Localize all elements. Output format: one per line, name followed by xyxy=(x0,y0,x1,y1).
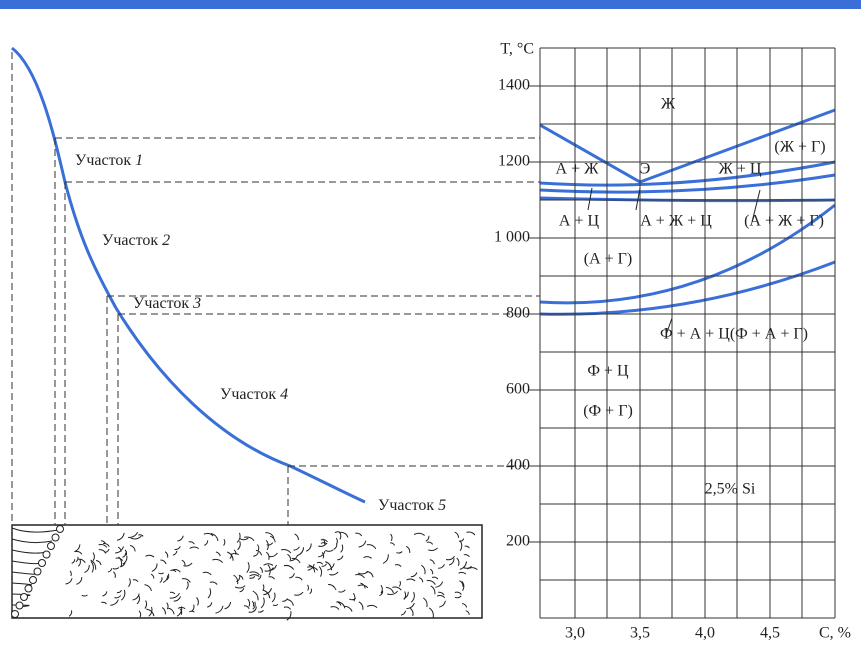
fusion-bead xyxy=(38,559,46,567)
y-tick-label: 400 xyxy=(506,457,530,474)
y-tick-label: 1200 xyxy=(498,153,530,170)
y-tick-label: 800 xyxy=(506,305,530,322)
fusion-bead xyxy=(29,576,37,584)
zone-name: Участок xyxy=(133,295,189,312)
zone-number: 5 xyxy=(438,497,446,514)
y-tick-label: 1 000 xyxy=(494,229,530,246)
fusion-bead xyxy=(20,593,28,601)
phase-label: Ф + А + Ц(Ф + А + Г) xyxy=(660,326,808,343)
zone-label: Участок 4 xyxy=(220,386,288,403)
y-axis-title: T, °C xyxy=(500,41,534,58)
zone-label: Участок 3 xyxy=(133,295,201,312)
phase-label: (Ж + Г) xyxy=(774,139,825,156)
fusion-bead xyxy=(33,567,42,576)
guide-lines xyxy=(11,52,540,618)
temperature-curve xyxy=(11,46,366,504)
x-tick-label: 4,0 xyxy=(695,625,715,642)
fusion-bead xyxy=(24,584,33,593)
zone-label: Участок 1 xyxy=(75,152,143,169)
phase-label: А + Ж + Ц xyxy=(640,213,712,230)
zone-number: 4 xyxy=(280,386,288,403)
phase-label: А + Ж xyxy=(556,161,600,178)
y-tick-label: 600 xyxy=(506,381,530,398)
zone-label: Участок 5 xyxy=(378,497,446,514)
fusion-bead xyxy=(47,542,55,550)
x-tick-label: 3,5 xyxy=(630,625,650,642)
eutectic-line xyxy=(539,160,836,187)
phase-label: Ж + Ц xyxy=(719,161,762,178)
zone-name: Участок xyxy=(378,497,434,514)
zone-number: 1 xyxy=(135,152,143,169)
zone-number: 3 xyxy=(192,295,201,312)
y-tick-label: 1400 xyxy=(498,77,530,94)
fusion-bead xyxy=(15,601,24,610)
zone-number: 2 xyxy=(162,232,170,249)
eutectoid-line xyxy=(539,203,836,305)
eutectic-line xyxy=(539,173,836,194)
zone-name: Участок xyxy=(75,152,131,169)
fusion-bead xyxy=(11,610,19,618)
note: 2,5% Si xyxy=(705,481,756,498)
x-axis-title: C, % xyxy=(819,625,851,642)
phase-label: Ж xyxy=(661,96,676,113)
x-tick-label: 3,0 xyxy=(565,625,585,642)
leader-lines xyxy=(587,187,761,336)
phase-label: Э xyxy=(640,161,651,178)
phase-label: (Ф + Г) xyxy=(583,403,633,420)
eutectoid-line xyxy=(539,260,836,316)
fusion-bead xyxy=(42,550,51,559)
fusion-bead xyxy=(56,525,64,533)
zone-label: Участок 2 xyxy=(102,232,170,249)
x-tick-label: 4,5 xyxy=(760,625,780,642)
fusion-bead xyxy=(51,533,60,542)
top-bar xyxy=(0,0,861,9)
weld-zone xyxy=(11,527,59,608)
texture xyxy=(65,531,478,621)
zone-name: Участок xyxy=(220,386,276,403)
zone-name: Участок xyxy=(102,232,158,249)
phase-label: Ф + Ц xyxy=(587,363,629,380)
phase-label: А + Ц xyxy=(559,213,600,230)
phase-label: (А + Г) xyxy=(584,251,632,268)
y-tick-label: 200 xyxy=(506,533,530,550)
phase-label: (А + Ж + Г) xyxy=(744,213,824,230)
